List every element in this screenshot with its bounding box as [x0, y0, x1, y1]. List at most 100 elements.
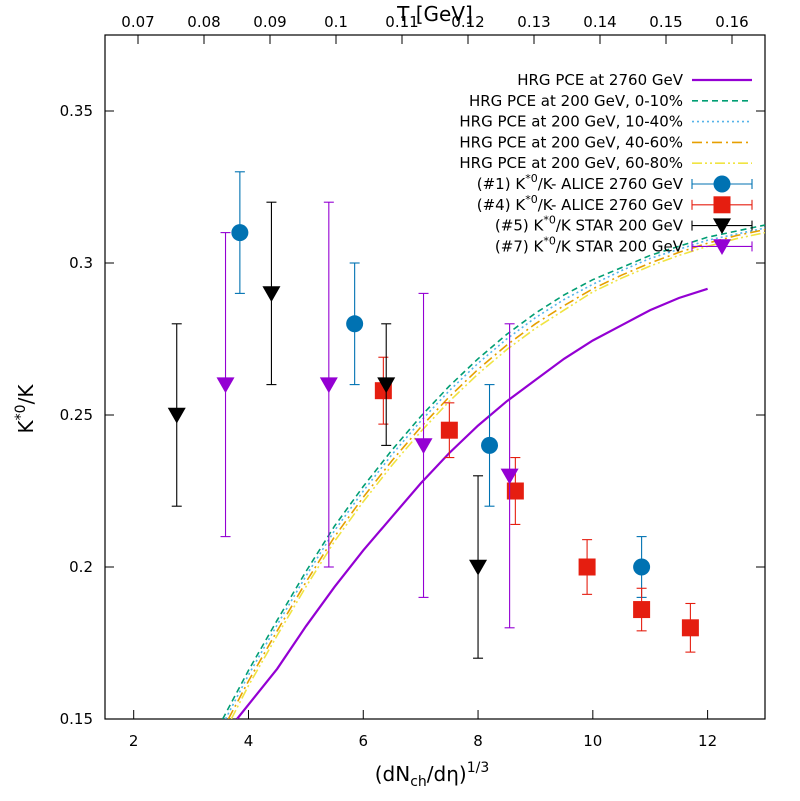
legend-entry-3: HRG PCE at 200 GeV, 10-40%	[459, 113, 752, 131]
y-tick-label: 0.2	[69, 558, 93, 576]
x-tick-label: 8	[473, 732, 483, 750]
x-axis-title-mid: /dη)	[427, 762, 467, 786]
legend-entry-1: HRG PCE at 2760 GeV	[517, 71, 752, 89]
marker-triangle-down	[319, 377, 338, 394]
legend-label-part: (#1) K	[477, 175, 527, 193]
y-axis-title: K*0/K	[13, 384, 38, 434]
marker-triangle-down	[500, 468, 519, 485]
marker-square	[681, 619, 699, 637]
marker-circle	[231, 224, 249, 242]
legend-label: (#5) K*0/K STAR 200 GeV	[495, 214, 684, 235]
series-3-point	[469, 475, 488, 659]
legend-label-sup: *0	[525, 172, 538, 185]
legend: HRG PCE at 2760 GeV HRG PCE at 200 GeV, 0…	[459, 71, 753, 255]
marker-triangle-down	[262, 286, 281, 302]
marker-square	[578, 558, 596, 576]
x2-tick-label: 0.08	[187, 13, 220, 31]
y-axis-title-sup: *0	[13, 404, 29, 420]
x2-tick-label: 0.16	[715, 13, 748, 31]
series-2-point	[374, 356, 392, 425]
marker-square	[440, 421, 458, 439]
legend-label-part: HRG PCE at 200 GeV, 0-10%	[469, 92, 683, 110]
legend-entry-5: HRG PCE at 200 GeV, 60-80%	[459, 154, 752, 172]
curve-3	[224, 227, 765, 719]
curve-5	[230, 231, 765, 719]
legend-label-part: HRG PCE at 2760 GeV	[517, 71, 683, 89]
plot-frame	[104, 34, 766, 720]
x-axis-title-sup: 1/3	[467, 760, 490, 776]
legend-marker	[713, 239, 731, 255]
marker-triangle-down	[216, 377, 235, 394]
model-curves	[221, 224, 765, 719]
series-2-point	[440, 402, 458, 459]
marker-circle	[346, 315, 364, 333]
legend-label: (#7) K*0/K STAR 200 GeV	[495, 234, 684, 255]
legend-label-part: (#4) K	[477, 196, 527, 214]
legend-marker	[713, 175, 731, 193]
x2-tick-label: 0.1	[324, 13, 348, 31]
legend-label-sup: *0	[525, 193, 538, 206]
series-3-point	[262, 201, 281, 386]
legend-entry-6: (#1) K*0/K- ALICE 2760 GeV	[477, 172, 753, 193]
curve-2	[221, 224, 765, 719]
series-3-point	[167, 323, 186, 507]
x2-tick-label: 0.09	[253, 13, 286, 31]
legend-marker	[713, 218, 731, 235]
legend-label-part: /K STAR 200 GeV	[556, 217, 684, 235]
legend-label-part: HRG PCE at 200 GeV, 10-40%	[459, 113, 683, 131]
curve-1	[236, 287, 708, 719]
legend-label-part: HRG PCE at 200 GeV, 40-60%	[459, 133, 683, 151]
legend-label-sup: *0	[543, 214, 556, 227]
series-2-point	[633, 587, 651, 632]
legend-entry-9: (#7) K*0/K STAR 200 GeV	[495, 234, 753, 255]
x2-tick-label: 0.14	[583, 13, 616, 31]
x2-axis-title: T [GeV]	[396, 2, 473, 26]
series-1-point	[346, 262, 364, 386]
legend-label: HRG PCE at 200 GeV, 10-40%	[459, 113, 683, 131]
legend-label: HRG PCE at 200 GeV, 40-60%	[459, 133, 683, 151]
x-axis-title: (dNch/dη)1/3	[375, 760, 490, 790]
legend-label: HRG PCE at 200 GeV, 0-10%	[469, 92, 683, 110]
series-2-point	[681, 602, 699, 653]
legend-label: (#1) K*0/K- ALICE 2760 GeV	[477, 172, 684, 193]
series-4-point	[216, 232, 235, 538]
marker-circle	[633, 558, 651, 576]
y-axis-title-main: K	[14, 419, 38, 433]
data-points	[167, 171, 699, 659]
axis-ticks: 2 4 6 8 10 12 0.15 0.2 0.25 0.3 0.35 0.07 0.08 0.09 0.…	[60, 13, 765, 750]
series-2-point	[578, 539, 596, 595]
series-4-point	[500, 323, 519, 629]
marker-triangle-down	[414, 438, 433, 454]
marker-circle	[481, 436, 499, 454]
y-tick-label: 0.35	[60, 102, 93, 120]
series-4-point	[414, 292, 433, 598]
legend-label-part: /K STAR 200 GeV	[556, 237, 684, 255]
legend-label-sup: *0	[543, 234, 556, 247]
legend-label-part: (#7) K	[495, 237, 545, 255]
x-tick-label: 12	[698, 732, 717, 750]
x-tick-label: 4	[244, 732, 254, 750]
x2-tick-label: 0.12	[451, 13, 484, 31]
legend-entry-7: (#4) K*0/K- ALICE 2760 GeV	[477, 193, 753, 214]
legend-label-part: HRG PCE at 200 GeV, 60-80%	[459, 154, 683, 172]
legend-label-part: /K- ALICE 2760 GeV	[538, 175, 684, 193]
x2-tick-label: 0.07	[121, 13, 154, 31]
series-1-point	[231, 171, 249, 294]
y-axis-title-tail: /K	[14, 384, 38, 405]
legend-entry-8: (#5) K*0/K STAR 200 GeV	[495, 214, 753, 235]
legend-label: HRG PCE at 2760 GeV	[517, 71, 683, 89]
legend-label: (#4) K*0/K- ALICE 2760 GeV	[477, 193, 684, 214]
curve-4	[227, 228, 765, 719]
marker-square	[506, 482, 524, 500]
y-tick-label: 0.3	[69, 254, 93, 272]
marker-square	[633, 601, 651, 619]
x2-tick-label: 0.13	[517, 13, 550, 31]
marker-triangle-down	[469, 559, 488, 576]
x-tick-label: 2	[129, 732, 139, 750]
x-tick-label: 6	[358, 732, 368, 750]
x2-tick-label: 0.11	[385, 13, 418, 31]
legend-entry-2: HRG PCE at 200 GeV, 0-10%	[469, 92, 752, 110]
x-tick-label: 10	[583, 732, 602, 750]
y-tick-label: 0.15	[60, 710, 93, 728]
